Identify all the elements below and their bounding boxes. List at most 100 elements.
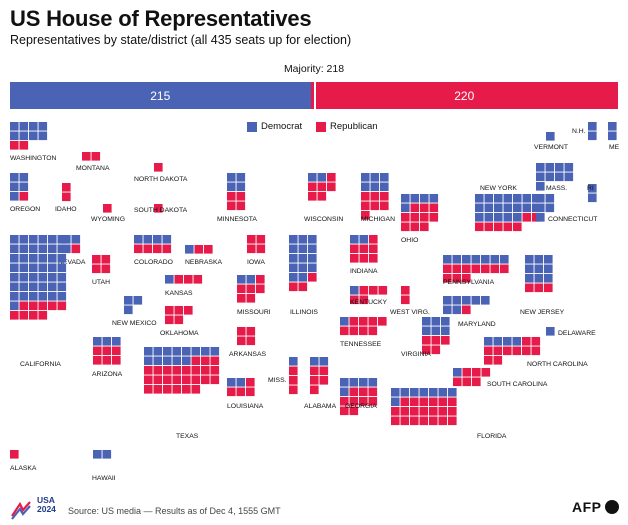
seat-tile-texas-rep (201, 366, 210, 375)
seat-tile-missouri-rep (246, 284, 256, 294)
seat-tile-texas-dem (153, 347, 163, 356)
seat-tile-tennessee-rep (378, 317, 387, 326)
usa2024-logo-icon (11, 501, 31, 520)
state-label-north-dakota: NORTH DAKOTA (134, 176, 188, 183)
seat-tile-oregon-dem (10, 173, 19, 182)
seat-tile-maryland-dem (471, 296, 481, 305)
seat-tile-california-rep (57, 301, 67, 311)
seat-tile-north-carolina-dem (493, 337, 503, 346)
seat-tile-texas-rep (191, 385, 201, 394)
seat-tile-louisiana-dem (236, 378, 246, 387)
state-label-n-h: N.H. (572, 128, 586, 135)
seat-tile-california-dem (10, 263, 19, 273)
seat-tile-utah-rep (101, 264, 111, 274)
state-label-arkansas: ARKANSAS (229, 351, 266, 358)
seat-tile-new-york-rep (503, 222, 513, 232)
seat-tile-idaho-rep (62, 192, 71, 202)
seat-tile-new-jersey-dem (534, 255, 544, 264)
seat-tile-virginia-rep (422, 336, 431, 345)
seat-tile-north-carolina-rep (531, 337, 541, 346)
seat-tile-florida-rep (448, 416, 457, 426)
seat-tile-washington-dem (29, 122, 38, 131)
seat-tile-florida-dem (438, 388, 448, 397)
seat-tile-illinois-rep (308, 273, 317, 282)
seat-tile-north-carolina-dem (512, 337, 522, 346)
seat-tile-miss-dem (289, 357, 298, 366)
seat-tile-virginia-dem (422, 326, 431, 336)
seat-tile-michigan-dem (370, 173, 380, 182)
seat-tile-connecticut-dem (536, 213, 545, 222)
seat-tile-pennsylvania-dem (500, 255, 509, 264)
seat-tile-pennsylvania-rep (452, 264, 462, 274)
seat-tile-new-mexico-dem (133, 296, 143, 305)
seat-tile-texas-dem (163, 347, 172, 356)
seat-tile-pennsylvania-rep (462, 264, 471, 274)
seat-tile-new-york-dem (475, 194, 484, 203)
seat-tile-california-dem (57, 235, 67, 244)
seat-tile-georgia-dem (340, 387, 349, 397)
legend-rep: Republican (316, 121, 378, 132)
seat-tile-illinois-dem (298, 263, 308, 273)
seat-tile-california-dem (48, 244, 57, 254)
seat-tile-alabama-rep (310, 366, 319, 376)
seat-tile-texas-rep (163, 385, 172, 394)
seat-tile-alaska-rep (10, 450, 19, 459)
seat-tile-oklahoma-rep (165, 306, 174, 315)
seat-tile-california-dem (57, 292, 67, 301)
seat-tile-texas-rep (191, 356, 201, 366)
state-label-north-carolina: NORTH CAROLINA (527, 361, 588, 368)
seat-tile-arizona-dem (112, 337, 121, 346)
seat-tile-nevada-dem (62, 235, 71, 244)
seat-tile-kentucky-dem (350, 286, 359, 295)
seat-tile-north-carolina-dem (503, 337, 512, 346)
seat-tile-pennsylvania-dem (443, 255, 452, 264)
seat-tile-alabama-rep (310, 385, 319, 395)
state-label-me: ME (609, 144, 620, 151)
seat-tile-florida-rep (429, 407, 438, 416)
seat-tile-ohio-rep (410, 222, 420, 232)
seat-tile-florida-rep (400, 407, 410, 416)
seat-tile-colorado-dem (134, 235, 143, 244)
seat-tile-new-york-dem (503, 203, 513, 213)
seat-tile-north-carolina-dem (484, 337, 493, 346)
seat-tile-california-dem (10, 301, 19, 311)
usa2024-wordmark: USA 2024 (37, 496, 56, 514)
seat-tile-new-jersey-rep (525, 283, 534, 293)
seat-tile-illinois-rep (289, 282, 298, 292)
seat-tile-west-virg-rep (401, 286, 410, 295)
seat-tile-florida-rep (410, 407, 419, 416)
seat-tile-new-york-dem (522, 194, 532, 203)
seat-tile-california-dem (10, 273, 19, 282)
state-label-california: CALIFORNIA (20, 361, 61, 368)
seat-tile-california-dem (57, 282, 67, 292)
seat-tile-missouri-rep (237, 284, 246, 294)
state-label-louisiana: LOUISIANA (227, 403, 264, 410)
seat-tile-arizona-rep (102, 356, 112, 365)
seat-tile-pennsylvania-rep (443, 264, 452, 274)
seat-tile-alabama-rep (319, 376, 329, 385)
seat-tile-pennsylvania-rep (471, 264, 481, 274)
seat-tile-florida-rep (438, 397, 448, 407)
state-label-hawaii: HAWAII (92, 475, 116, 482)
seat-tile-texas-rep (210, 366, 220, 375)
seat-tile-michigan-dem (361, 182, 370, 192)
seat-tile-florida-dem (429, 388, 438, 397)
state-label-washington: WASHINGTON (10, 155, 57, 162)
afp-logo-dot-icon (605, 500, 619, 514)
seat-tile-illinois-dem (289, 263, 298, 273)
state-label-new-mexico: NEW MEXICO (112, 320, 157, 327)
state-label-connecticut: CONNECTICUT (548, 216, 597, 223)
seat-tile-maryland-dem (481, 296, 490, 305)
seat-tile-new-jersey-dem (544, 264, 553, 274)
seat-tile-new-jersey-dem (525, 274, 534, 283)
seat-tile-michigan-dem (380, 173, 389, 182)
state-label-nevada: NEVADA (58, 259, 86, 266)
seat-tile-north-carolina-rep (503, 346, 512, 356)
seat-tile-tennessee-dem (340, 317, 349, 326)
seat-tile-minnesota-dem (227, 173, 236, 182)
seat-tile-california-dem (19, 282, 29, 292)
seat-tile-louisiana-rep (227, 387, 236, 397)
seat-tile-nebraska-dem (185, 245, 194, 254)
seat-tile-texas-rep (153, 385, 163, 394)
seat-tile-pennsylvania-rep (481, 264, 490, 274)
